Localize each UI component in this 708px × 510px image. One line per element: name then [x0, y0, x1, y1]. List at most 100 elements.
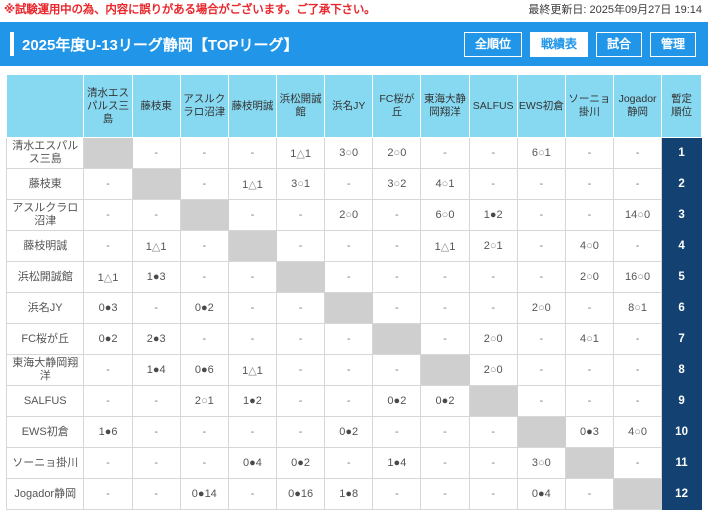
no-result-cell: - — [468, 137, 518, 169]
match-result-cell[interactable]: 0●2 — [83, 323, 133, 355]
match-result-cell[interactable]: 0●2 — [420, 385, 470, 417]
no-result-cell: - — [564, 478, 615, 510]
match-result-cell[interactable]: 2○0 — [516, 292, 566, 324]
match-result-cell[interactable]: 0●2 — [179, 292, 229, 324]
match-result-cell[interactable]: 16○0 — [612, 261, 663, 293]
tab-all-standings[interactable]: 全順位 — [463, 31, 522, 57]
no-result-cell: - — [420, 478, 470, 510]
no-result-cell: - — [179, 137, 229, 169]
column-header-10: EWS初倉 — [516, 74, 566, 138]
match-result-cell[interactable]: 0●4 — [516, 478, 566, 510]
match-result-cell[interactable]: 1●8 — [324, 478, 374, 510]
team-name-cell[interactable]: 浜名JY — [5, 292, 85, 324]
score-value: 2●3 — [146, 333, 166, 345]
match-result-cell[interactable]: 4○1 — [564, 323, 615, 355]
tab-matches[interactable]: 試合 — [595, 31, 642, 57]
match-result-cell[interactable]: 2○1 — [179, 385, 229, 417]
match-result-cell[interactable]: 8○1 — [612, 292, 663, 324]
score-value: 3○0 — [339, 147, 359, 159]
match-result-cell[interactable]: 1△1 — [227, 168, 278, 200]
match-result-cell[interactable]: 2○0 — [468, 323, 518, 355]
match-result-cell[interactable]: 1●2 — [227, 385, 278, 417]
no-result-cell: - — [324, 447, 374, 479]
match-result-cell[interactable]: 0●14 — [179, 478, 229, 510]
no-result-cell: - — [179, 168, 229, 200]
match-result-cell[interactable]: 1●6 — [83, 416, 133, 448]
no-result-cell: - — [276, 199, 326, 231]
score-value: 1△1 — [145, 240, 167, 253]
score-value: 3○0 — [531, 457, 551, 469]
match-result-cell[interactable]: 0●2 — [276, 447, 326, 479]
match-result-cell[interactable]: 4○0 — [564, 230, 615, 262]
table-row: 東海大静岡翔洋 -1●4 0●6 1△1- - -2○0- - -8 — [5, 354, 702, 386]
no-result-cell: - — [227, 323, 278, 355]
team-name-cell[interactable]: 藤枝明誠 — [5, 230, 85, 262]
score-value: 1●2 — [242, 395, 262, 407]
match-result-cell[interactable]: 0●2 — [372, 385, 422, 417]
notice-bar: ※試験運用中の為、内容に誤りがある場合がございます。ご了承下さい。 最終更新日:… — [0, 0, 708, 18]
match-result-cell[interactable]: 6○0 — [420, 199, 470, 231]
team-name-cell[interactable]: 清水エスパルス三島 — [5, 137, 85, 169]
match-result-cell[interactable]: 2○0 — [324, 199, 374, 231]
score-value: 2○0 — [579, 271, 599, 283]
tab-admin[interactable]: 管理 — [649, 31, 696, 57]
match-result-cell[interactable]: 0●2 — [324, 416, 374, 448]
no-result-cell: - — [468, 168, 518, 200]
diagonal-blocked-cell — [179, 199, 229, 231]
team-name-cell[interactable]: ソーニョ掛川 — [5, 447, 85, 479]
score-value: 2○0 — [531, 302, 551, 314]
diagonal-blocked-cell — [516, 416, 566, 448]
match-result-cell[interactable]: 0●4 — [227, 447, 278, 479]
match-result-cell[interactable]: 3○0 — [324, 137, 374, 169]
team-name-cell[interactable]: 東海大静岡翔洋 — [5, 354, 85, 386]
team-name-cell[interactable]: SALFUS — [5, 385, 85, 417]
column-header-6: 浜名JY — [324, 74, 374, 138]
table-row: 浜松開誠館 1△1 1●3- - - - - - -2○0 16○0 5 — [5, 261, 702, 293]
match-result-cell[interactable]: 3○0 — [516, 447, 566, 479]
no-result-cell: - — [564, 168, 615, 200]
match-result-cell[interactable]: 1●2 — [468, 199, 518, 231]
diagonal-blocked-cell — [276, 261, 326, 293]
tab-results-table[interactable]: 戦績表 — [529, 31, 588, 57]
team-name-cell[interactable]: Jogador静岡 — [5, 478, 85, 510]
match-result-cell[interactable]: 0●16 — [276, 478, 326, 510]
no-result-cell: - — [420, 447, 470, 479]
match-result-cell[interactable]: 1△1 — [227, 354, 278, 386]
no-result-cell: - — [83, 385, 133, 417]
match-result-cell[interactable]: 1△1 — [420, 230, 470, 262]
match-result-cell[interactable]: 4○0 — [612, 416, 663, 448]
match-result-cell[interactable]: 1●4 — [372, 447, 422, 479]
team-name-cell[interactable]: 藤枝東 — [5, 168, 85, 200]
team-name-cell[interactable]: EWS初倉 — [5, 416, 85, 448]
match-result-cell[interactable]: 0●3 — [83, 292, 133, 324]
no-result-cell: - — [83, 478, 133, 510]
match-result-cell[interactable]: 0●3 — [564, 416, 615, 448]
team-name-cell[interactable]: FC桜が丘 — [5, 323, 85, 355]
match-result-cell[interactable]: 0●6 — [179, 354, 229, 386]
no-result-cell: - — [516, 168, 566, 200]
match-result-cell[interactable]: 1●3 — [131, 261, 181, 293]
match-result-cell[interactable]: 4○1 — [420, 168, 470, 200]
team-name-cell[interactable]: 浜松開誠館 — [5, 261, 85, 293]
no-result-cell: - — [276, 230, 326, 262]
match-result-cell[interactable]: 1△1 — [83, 261, 133, 293]
match-result-cell[interactable]: 2○1 — [468, 230, 518, 262]
rank-cell: 9 — [661, 385, 702, 417]
match-result-cell[interactable]: 1△1 — [131, 230, 181, 262]
page-title: 2025年度U-13リーグ静岡【TOPリーグ】 — [22, 36, 299, 54]
match-result-cell[interactable]: 2○0 — [372, 137, 422, 169]
match-result-cell[interactable]: 3○1 — [276, 168, 326, 200]
match-result-cell[interactable]: 3○2 — [372, 168, 422, 200]
match-result-cell[interactable]: 2○0 — [468, 354, 518, 386]
rank-cell: 1 — [661, 137, 702, 169]
match-result-cell[interactable]: 1△1 — [276, 137, 326, 169]
score-value: 0●2 — [435, 395, 455, 407]
team-name-cell[interactable]: アスルクラロ沼津 — [5, 199, 85, 231]
match-result-cell[interactable]: 2○0 — [564, 261, 615, 293]
no-result-cell: - — [564, 199, 615, 231]
rank-cell: 10 — [661, 416, 702, 448]
match-result-cell[interactable]: 14○0 — [612, 199, 663, 231]
match-result-cell[interactable]: 2●3 — [131, 323, 181, 355]
match-result-cell[interactable]: 6○1 — [516, 137, 566, 169]
match-result-cell[interactable]: 1●4 — [131, 354, 181, 386]
